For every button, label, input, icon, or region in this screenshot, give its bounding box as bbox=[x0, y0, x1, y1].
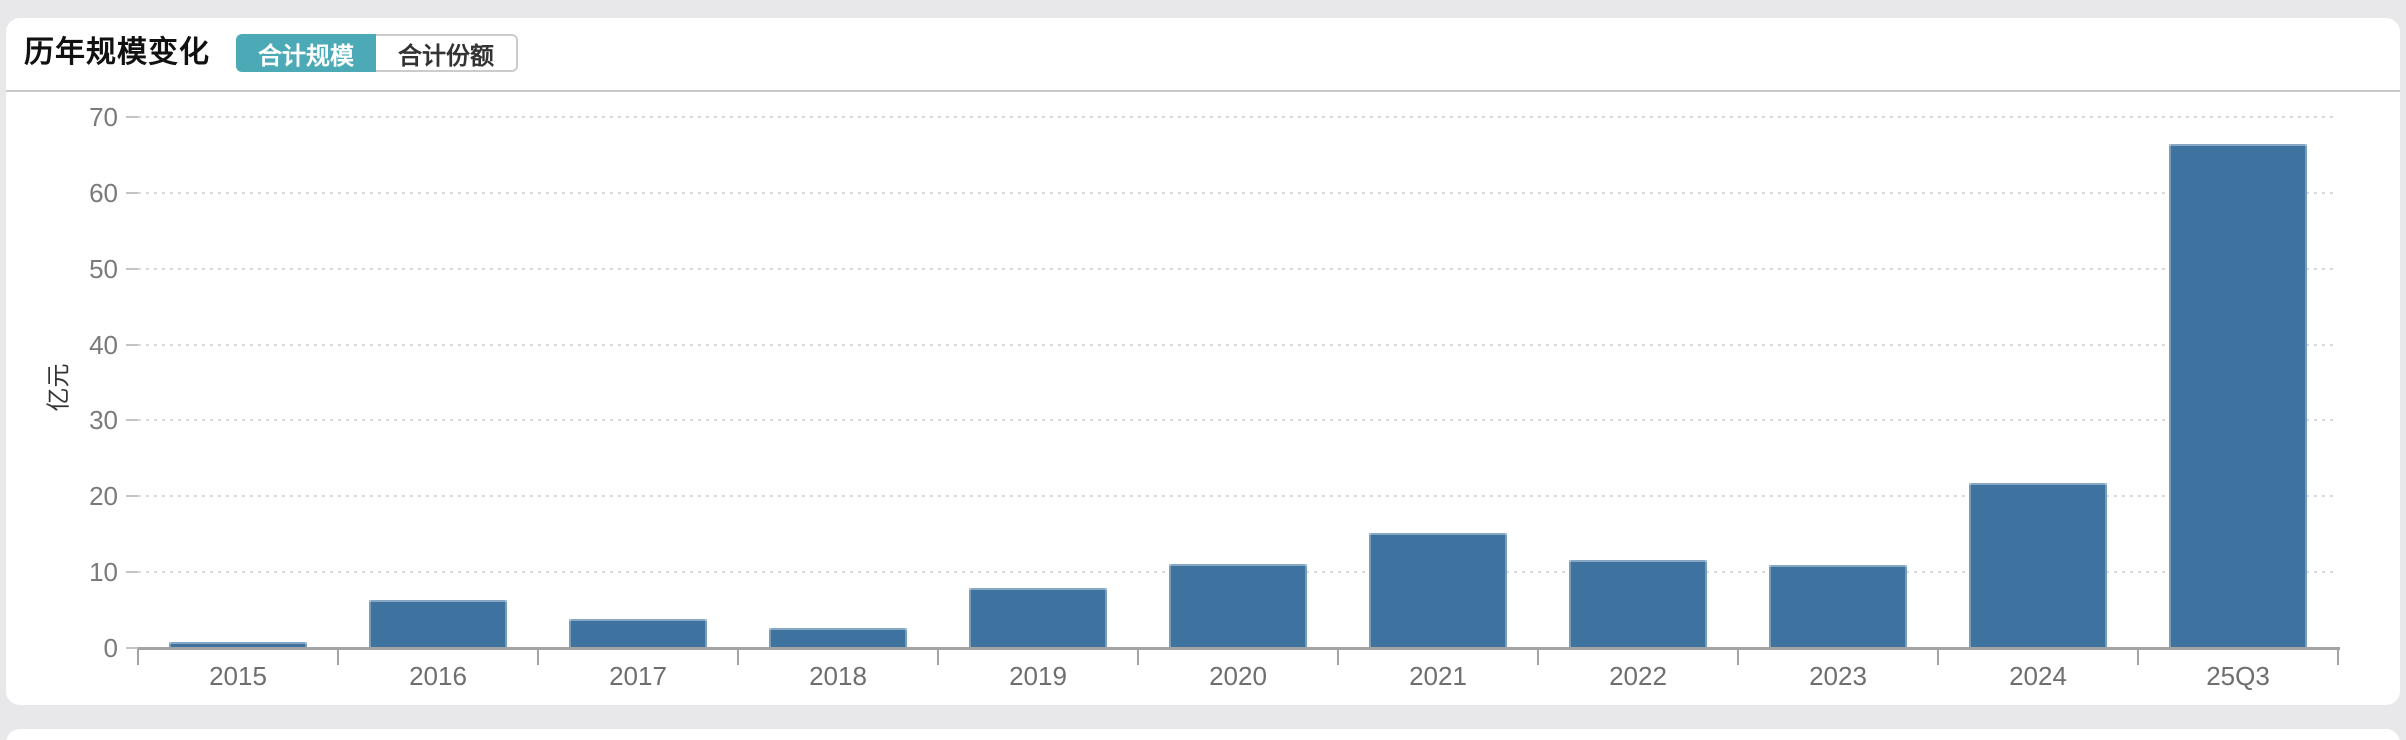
x-axis-label-25Q3: 25Q3 bbox=[2206, 661, 2270, 691]
y-axis-tick-label-30: 30 bbox=[89, 405, 118, 436]
chart-title: 历年规模变化 bbox=[24, 36, 210, 69]
bar-2019[interactable] bbox=[969, 588, 1107, 648]
y-axis-tick-label-50: 50 bbox=[89, 253, 118, 284]
toggle-total-scale-button[interactable]: 合计规模 bbox=[236, 34, 376, 72]
bar-2015[interactable] bbox=[169, 642, 307, 648]
toggle-total-share-button[interactable]: 合计份额 bbox=[376, 34, 518, 72]
header-divider bbox=[6, 90, 2400, 92]
x-axis-tick-4 bbox=[937, 649, 939, 665]
next-section-panel bbox=[6, 729, 2400, 740]
x-axis-label-2018: 2018 bbox=[809, 661, 867, 691]
x-axis-label-2019: 2019 bbox=[1009, 661, 1067, 691]
y-axis-tick-30 bbox=[126, 419, 138, 422]
bar-2020[interactable] bbox=[1169, 564, 1307, 648]
x-axis-label-2022: 2022 bbox=[1609, 661, 1667, 691]
y-axis-tick-10 bbox=[126, 571, 138, 574]
gridline-50 bbox=[138, 267, 2338, 270]
x-axis-label-2017: 2017 bbox=[609, 661, 667, 691]
bar-2018[interactable] bbox=[769, 628, 907, 648]
y-axis-tick-label-20: 20 bbox=[89, 481, 118, 512]
metric-toggle: 合计规模 合计份额 bbox=[236, 34, 518, 72]
gridline-40 bbox=[138, 343, 2338, 346]
chart-header: 历年规模变化 合计规模 合计份额 bbox=[24, 30, 518, 76]
chart-panel: 历年规模变化 合计规模 合计份额 亿元 0 10 20 30 40 50 60 70 2015 2… bbox=[6, 18, 2400, 705]
gridline-30 bbox=[138, 419, 2338, 422]
y-axis-tick-40 bbox=[126, 343, 138, 346]
x-axis-tick-6 bbox=[1337, 649, 1339, 665]
x-axis-tick-9 bbox=[1937, 649, 1939, 665]
bar-2024[interactable] bbox=[1969, 483, 2107, 648]
y-axis-tick-50 bbox=[126, 267, 138, 270]
x-axis-tick-7 bbox=[1537, 649, 1539, 665]
x-axis-label-2021: 2021 bbox=[1409, 661, 1467, 691]
x-axis-tick-0 bbox=[137, 649, 139, 665]
x-axis-label-2015: 2015 bbox=[209, 661, 267, 691]
x-axis-label-2023: 2023 bbox=[1809, 661, 1867, 691]
y-axis-tick-70 bbox=[126, 116, 138, 118]
bar-2021[interactable] bbox=[1369, 533, 1507, 648]
x-axis-line bbox=[138, 647, 2340, 650]
y-axis-tick-label-40: 40 bbox=[89, 329, 118, 360]
x-axis-label-2020: 2020 bbox=[1209, 661, 1267, 691]
bar-2023[interactable] bbox=[1769, 565, 1907, 648]
y-axis-tick-label-60: 60 bbox=[89, 177, 118, 208]
x-axis-tick-11 bbox=[2337, 649, 2339, 665]
y-axis-tick-60 bbox=[126, 191, 138, 194]
gridline-70 bbox=[138, 116, 2338, 118]
x-axis-tick-2 bbox=[537, 649, 539, 665]
x-axis-label-2024: 2024 bbox=[2009, 661, 2067, 691]
x-axis-label-2016: 2016 bbox=[409, 661, 467, 691]
x-axis-tick-1 bbox=[337, 649, 339, 665]
y-axis-tick-label-70: 70 bbox=[89, 102, 118, 132]
y-axis-tick-label-10: 10 bbox=[89, 557, 118, 588]
x-axis-tick-5 bbox=[1137, 649, 1139, 665]
x-axis-tick-10 bbox=[2137, 649, 2139, 665]
gridline-60 bbox=[138, 191, 2338, 194]
bar-25Q3[interactable] bbox=[2169, 144, 2307, 648]
x-axis-tick-8 bbox=[1737, 649, 1739, 665]
y-axis-tick-label-0: 0 bbox=[103, 633, 118, 663]
y-axis-tick-0 bbox=[126, 647, 138, 649]
y-axis-tick-20 bbox=[126, 495, 138, 498]
bar-2017[interactable] bbox=[569, 619, 707, 648]
gridline-20 bbox=[138, 495, 2338, 498]
bar-2022[interactable] bbox=[1569, 560, 1707, 648]
bar-2016[interactable] bbox=[369, 600, 507, 648]
x-axis-tick-3 bbox=[737, 649, 739, 665]
bar-chart: 亿元 0 10 20 30 40 50 60 70 2015 2016 2017 2018 2019 20… bbox=[6, 90, 2400, 705]
